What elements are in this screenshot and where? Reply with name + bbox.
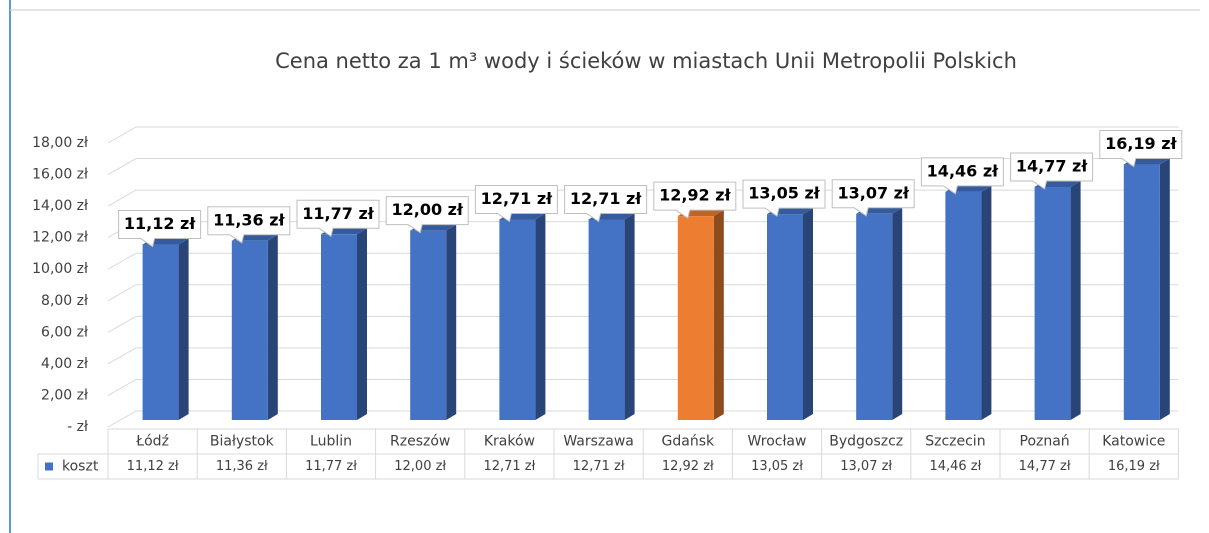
y-tick-label: 16,00 zł xyxy=(32,167,88,183)
grid-line xyxy=(107,284,1179,302)
y-tick-label: 4,00 zł xyxy=(41,356,88,372)
bar-side xyxy=(357,228,367,420)
table-value: 11,77 zł xyxy=(305,459,357,474)
legend-label: koszt xyxy=(62,459,99,475)
y-tick-label: 8,00 zł xyxy=(41,293,88,309)
x-tick-label: Lublin xyxy=(310,434,352,450)
table-value: 14,77 zł xyxy=(1019,459,1071,474)
x-tick-label: Kraków xyxy=(484,434,535,450)
grid-line xyxy=(107,189,1179,207)
x-tick-label: Wrocław xyxy=(748,434,807,450)
table-value: 12,00 zł xyxy=(394,459,446,474)
x-tick-label: Szczecin xyxy=(925,434,985,450)
data-label-box xyxy=(653,181,737,219)
bar-side xyxy=(535,213,546,420)
table-value: 12,71 zł xyxy=(573,459,625,474)
x-tick-label: Poznań xyxy=(1020,434,1070,450)
data-label-box xyxy=(474,184,558,223)
data-label: 12,00 zł xyxy=(391,200,463,219)
y-tick-label: 12,00 zł xyxy=(32,230,88,246)
bar-side xyxy=(803,208,813,420)
grid-line xyxy=(107,126,1179,144)
y-tick-label: 14,00 zł xyxy=(32,198,88,214)
table-value: 13,05 zł xyxy=(751,459,803,474)
bar-side xyxy=(713,210,724,420)
y-tick-label: 10,00 zł xyxy=(32,261,88,277)
y-tick-label: 2,00 zł xyxy=(41,387,88,403)
bar xyxy=(767,214,803,420)
bar xyxy=(677,216,714,420)
bar xyxy=(856,213,893,420)
x-tick-label: Warszawa xyxy=(563,434,634,450)
bar xyxy=(142,244,179,420)
bar-side xyxy=(981,185,992,420)
data-label-box xyxy=(385,196,469,234)
data-label: 14,46 zł xyxy=(927,161,999,180)
table-value: 16,19 zł xyxy=(1108,459,1160,474)
data-label-box xyxy=(564,184,648,223)
grid-line xyxy=(107,315,1179,333)
y-tick-label: - zł xyxy=(67,419,88,435)
table-value: 11,12 zł xyxy=(127,459,179,474)
data-label-box xyxy=(742,179,826,217)
table-value: 12,92 zł xyxy=(662,459,714,474)
bar xyxy=(231,240,268,420)
chart-title: Cena netto za 1 m³ wody i ścieków w mias… xyxy=(275,49,1017,73)
x-tick-label: Białystok xyxy=(210,434,275,450)
grid-line xyxy=(107,158,1179,175)
data-label: 11,12 zł xyxy=(124,214,196,233)
data-label: 12,92 zł xyxy=(659,186,731,205)
bar-side xyxy=(892,207,903,420)
x-tick-label: Rzeszów xyxy=(390,434,450,450)
bar xyxy=(1034,186,1071,420)
table-value: 12,71 zł xyxy=(483,459,535,474)
grid-line xyxy=(107,410,1179,428)
bar xyxy=(588,219,625,420)
data-label: 11,77 zł xyxy=(302,204,374,223)
grid-line xyxy=(107,252,1179,270)
bar xyxy=(1123,164,1160,420)
legend-key xyxy=(45,462,53,471)
data-label: 13,05 zł xyxy=(748,184,820,203)
y-tick-label: 6,00 zł xyxy=(41,324,88,340)
data-label-box xyxy=(1010,152,1094,190)
bar-side xyxy=(1159,158,1170,420)
x-tick-label: Katowice xyxy=(1102,434,1165,450)
x-tick-label: Łódź xyxy=(135,434,169,450)
bar-side xyxy=(1070,180,1081,420)
x-tick-label: Bydgoszcz xyxy=(829,434,903,450)
bar-side xyxy=(178,238,189,420)
table-value: 11,36 zł xyxy=(216,459,268,474)
data-label-box xyxy=(296,199,380,238)
x-tick-label: Gdańsk xyxy=(662,434,715,450)
data-label: 12,71 zł xyxy=(570,189,642,208)
bar-side xyxy=(267,234,278,420)
table-value: 13,07 zł xyxy=(840,459,892,474)
bar xyxy=(410,230,447,420)
data-label-box xyxy=(1099,130,1183,168)
data-label: 16,19 zł xyxy=(1105,134,1177,153)
grid-line xyxy=(107,347,1179,365)
bar-side xyxy=(446,224,457,420)
data-label-box xyxy=(831,179,915,217)
data-label-box xyxy=(920,157,1004,195)
y-tick-label: 18,00 zł xyxy=(32,135,88,151)
data-label: 13,07 zł xyxy=(837,183,909,202)
table-value: 14,46 zł xyxy=(929,459,981,474)
bar-side xyxy=(624,213,635,420)
grid-line xyxy=(107,378,1179,396)
data-label: 12,71 zł xyxy=(481,189,553,208)
bar xyxy=(499,219,536,420)
data-label: 11,36 zł xyxy=(213,210,285,229)
data-label-box xyxy=(207,206,291,244)
bar xyxy=(945,191,982,420)
data-label: 14,77 zł xyxy=(1016,156,1088,175)
data-label-box xyxy=(118,210,202,248)
bar xyxy=(321,234,357,420)
